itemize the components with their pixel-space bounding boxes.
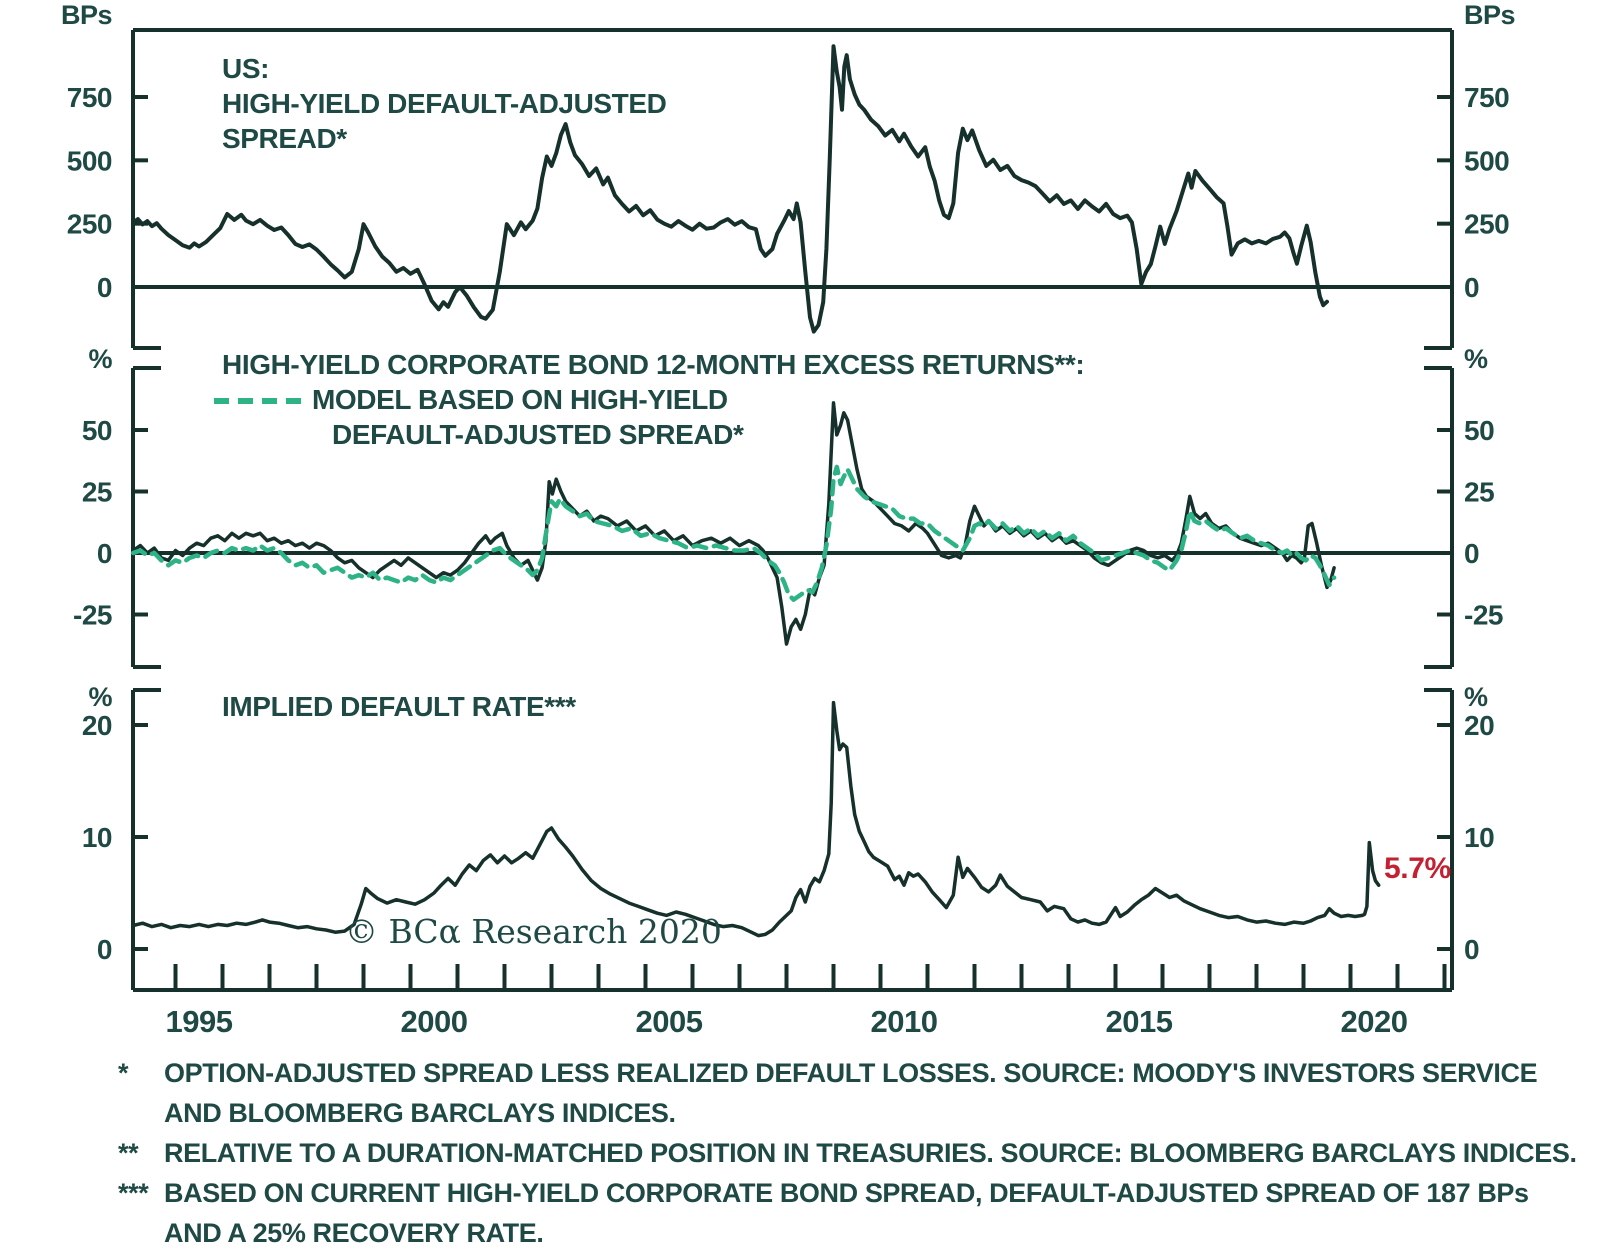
footnote-marker xyxy=(118,1218,164,1249)
footnote-text: RELATIVE TO A DURATION-MATCHED POSITION … xyxy=(164,1138,1577,1168)
footnote-text: BASED ON CURRENT HIGH-YIELD CORPORATE BO… xyxy=(164,1178,1529,1208)
panel2-title-line2: MODEL BASED ON HIGH-YIELD xyxy=(312,384,728,415)
y-tick-label-left: 500 xyxy=(67,145,112,176)
y-tick-label-left: 250 xyxy=(67,209,112,240)
axis-unit-label-left: % xyxy=(88,344,112,374)
footnote-marker: * xyxy=(118,1058,129,1088)
panel2-title-line3: DEFAULT-ADJUSTED SPREAD* xyxy=(332,419,744,450)
axis-unit-label-left: BPs xyxy=(61,0,112,30)
y-tick-label-right: 25 xyxy=(1464,477,1494,508)
axis-unit-label-left: % xyxy=(88,682,112,712)
current-value-label: 5.7% xyxy=(1384,852,1451,885)
y-tick-label-right: 250 xyxy=(1464,209,1509,240)
x-axis-year-label: 1995 xyxy=(166,1004,233,1039)
y-tick-label-left: 0 xyxy=(97,272,112,303)
y-tick-label-left: 0 xyxy=(97,934,112,965)
panel2-series-1 xyxy=(131,401,1336,646)
panel3-title: IMPLIED DEFAULT RATE*** xyxy=(222,691,576,722)
panel1-title-line3: SPREAD* xyxy=(222,123,347,154)
x-axis-year-label: 2005 xyxy=(636,1004,703,1039)
axis-unit-label-right: % xyxy=(1464,682,1488,712)
panel1-title-line2: HIGH-YIELD DEFAULT-ADJUSTED xyxy=(222,88,667,119)
x-axis-year-label: 2010 xyxy=(871,1004,938,1039)
footnote-line-5: AND A 25% RECOVERY RATE. xyxy=(118,1218,544,1249)
y-tick-label-left: 20 xyxy=(82,710,112,741)
y-tick-label-right: 10 xyxy=(1464,822,1494,853)
footnote-line-3: ** RELATIVE TO A DURATION-MATCHED POSITI… xyxy=(118,1138,1577,1169)
y-tick-label-right: 500 xyxy=(1464,145,1509,176)
y-tick-label-right: 0 xyxy=(1464,934,1479,965)
footnote-text: AND A 25% RECOVERY RATE. xyxy=(164,1218,544,1248)
panel1-title-line1: US: xyxy=(222,53,270,84)
y-tick-label-left: 10 xyxy=(82,822,112,853)
axis-unit-label-right: % xyxy=(1464,344,1488,374)
y-tick-label-right: -25 xyxy=(1464,600,1503,631)
y-tick-label-left: 750 xyxy=(67,82,112,113)
panel2-series-2 xyxy=(130,464,1337,602)
y-tick-label-left: -25 xyxy=(73,600,112,631)
x-axis-year-label: 2020 xyxy=(1341,1004,1408,1039)
footnote-marker xyxy=(118,1098,164,1129)
footnote-line-1: * OPTION-ADJUSTED SPREAD LESS REALIZED D… xyxy=(118,1058,1538,1089)
model-legend-dash-icon xyxy=(214,398,302,404)
panel1-series-1 xyxy=(131,44,1329,334)
y-tick-label-left: 50 xyxy=(82,415,112,446)
y-tick-label-right: 0 xyxy=(1464,272,1479,303)
x-axis-year-label: 2000 xyxy=(401,1004,468,1039)
footnote-line-4: *** BASED ON CURRENT HIGH-YIELD CORPORAT… xyxy=(118,1178,1529,1209)
y-tick-label-right: 0 xyxy=(1464,538,1479,569)
y-tick-label-right: 20 xyxy=(1464,710,1494,741)
footnote-marker: *** xyxy=(118,1178,149,1208)
panel3-series-1 xyxy=(131,700,1381,938)
y-tick-label-left: 0 xyxy=(97,538,112,569)
footnote-line-2: AND BLOOMBERG BARCLAYS INDICES. xyxy=(118,1098,676,1129)
y-tick-label-left: 25 xyxy=(82,477,112,508)
footnote-marker: ** xyxy=(118,1138,139,1168)
bca-research-watermark: © BCα Research 2020 xyxy=(345,912,722,951)
footnote-text: OPTION-ADJUSTED SPREAD LESS REALIZED DEF… xyxy=(164,1058,1538,1088)
x-axis-year-label: 2015 xyxy=(1106,1004,1173,1039)
y-tick-label-right: 50 xyxy=(1464,415,1494,446)
y-tick-label-right: 750 xyxy=(1464,82,1509,113)
panel2-title-line1: HIGH-YIELD CORPORATE BOND 12-MONTH EXCES… xyxy=(222,349,1085,380)
footnote-text: AND BLOOMBERG BARCLAYS INDICES. xyxy=(164,1098,676,1128)
axis-unit-label-right: BPs xyxy=(1464,0,1515,30)
